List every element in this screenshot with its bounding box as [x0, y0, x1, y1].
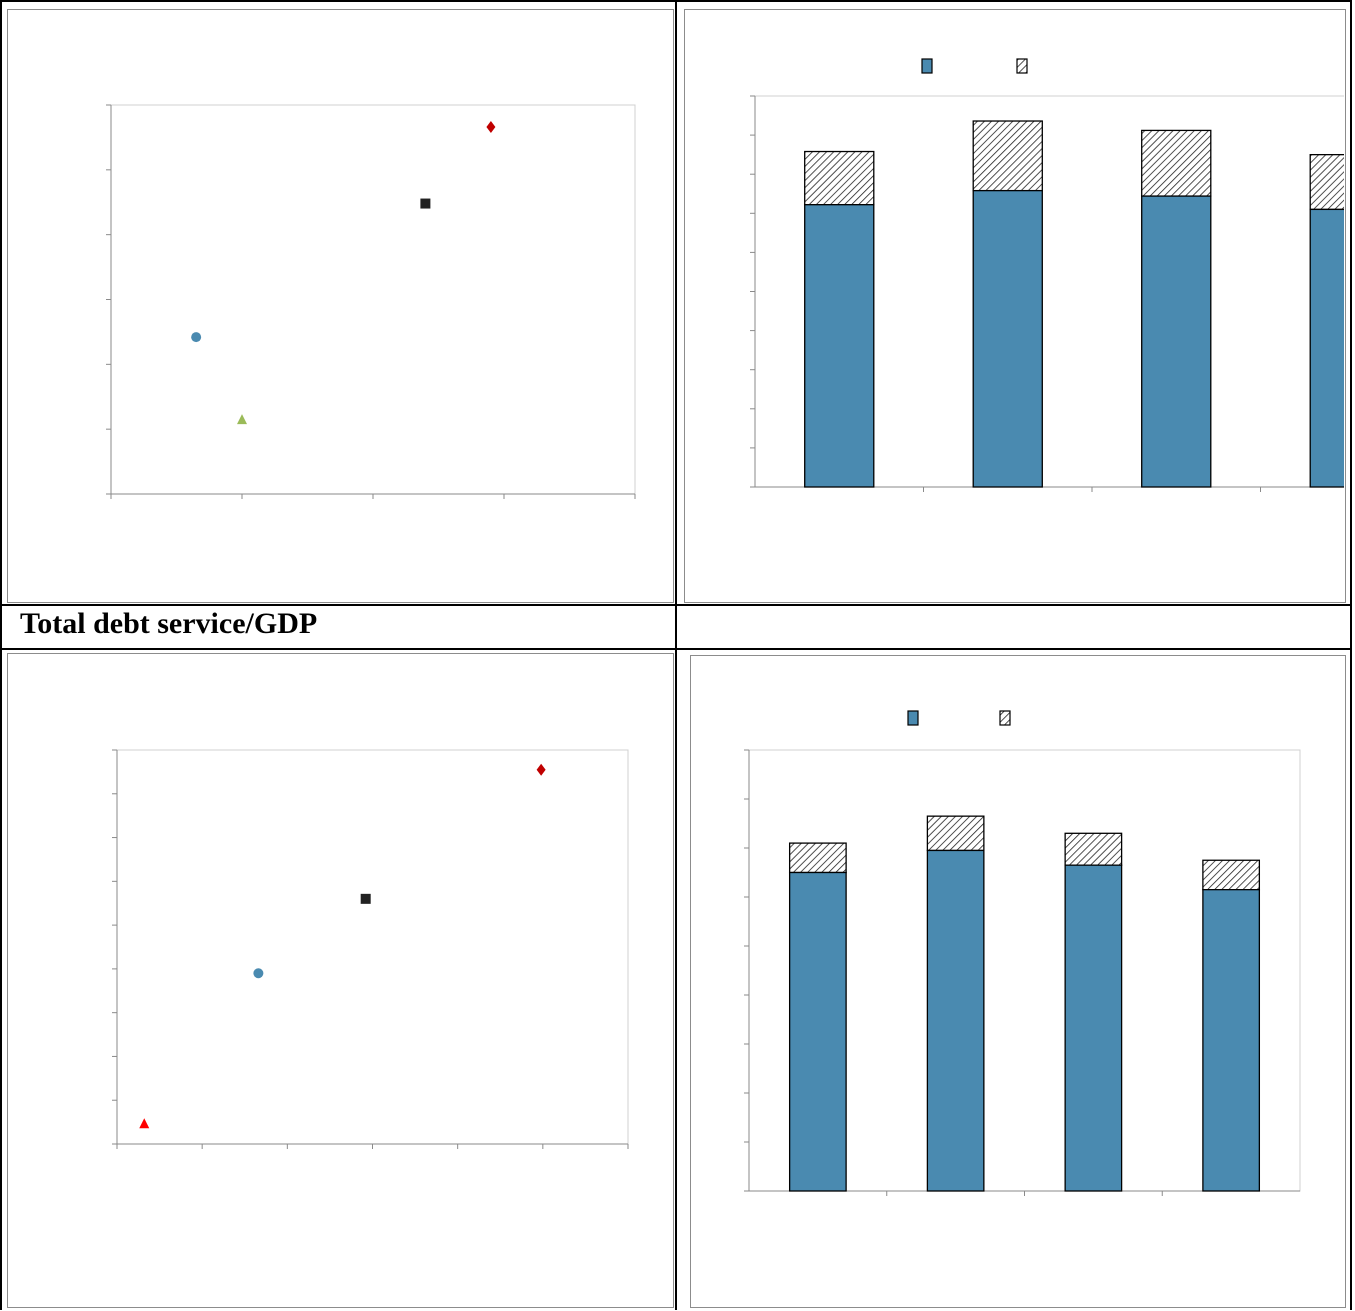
bar-max-risk-s4 [1202, 859, 1261, 891]
plot-area [116, 749, 629, 1145]
bar-max-risk-s3 [1064, 832, 1123, 866]
legend-swatch-baseline [907, 710, 919, 726]
table-border-row1 [0, 604, 1352, 606]
chart-panel-top-left [7, 9, 674, 603]
bar-max-risk-s2 [926, 815, 985, 852]
legend-swatch-max-risk [1016, 58, 1028, 74]
bar-baseline-s2 [972, 189, 1043, 488]
data-point-s2 [486, 121, 496, 134]
data-point-s1 [253, 968, 264, 979]
table-border-right [1350, 0, 1352, 1310]
data-point-s1 [191, 332, 202, 343]
table-border-top [0, 0, 1352, 2]
bar-baseline-s1 [788, 871, 847, 1192]
bar-max-risk-s4 [1309, 153, 1355, 211]
section-title: Total debt service/GDP [20, 607, 318, 640]
legend-swatch-max-risk [999, 710, 1011, 726]
plot-area [110, 104, 636, 495]
legend-swatch-baseline [921, 58, 933, 74]
scatter-chart-top-left [106, 104, 636, 499]
table-border-middle [675, 0, 677, 1310]
bar-chart-top-right [750, 58, 1355, 492]
bar-baseline-s3 [1141, 195, 1212, 488]
bar-max-risk-s3 [1141, 129, 1212, 197]
table-border-row2 [0, 648, 1352, 650]
bar-baseline-s3 [1064, 864, 1123, 1192]
chart-panel-bottom-right [690, 655, 1346, 1308]
bar-chart-bottom-right [744, 710, 1301, 1196]
data-point-s4 [237, 414, 247, 425]
bar-max-risk-s1 [804, 150, 875, 206]
data-point-s4 [139, 1118, 150, 1129]
bar-baseline-s1 [804, 204, 875, 488]
bar-baseline-s4 [1202, 888, 1261, 1192]
table-border-left [0, 0, 2, 1310]
data-point-s3 [420, 198, 431, 209]
bar-baseline-s4 [1309, 208, 1355, 488]
data-point-s3 [360, 893, 371, 904]
bar-max-risk-s2 [972, 120, 1043, 192]
scatter-chart-bottom-left [112, 749, 629, 1149]
bar-baseline-s2 [926, 849, 985, 1192]
chart-panel-top-right [684, 9, 1355, 603]
chart-panel-bottom-left [7, 653, 674, 1308]
data-point-s2 [536, 763, 546, 776]
bar-max-risk-s1 [788, 842, 847, 874]
